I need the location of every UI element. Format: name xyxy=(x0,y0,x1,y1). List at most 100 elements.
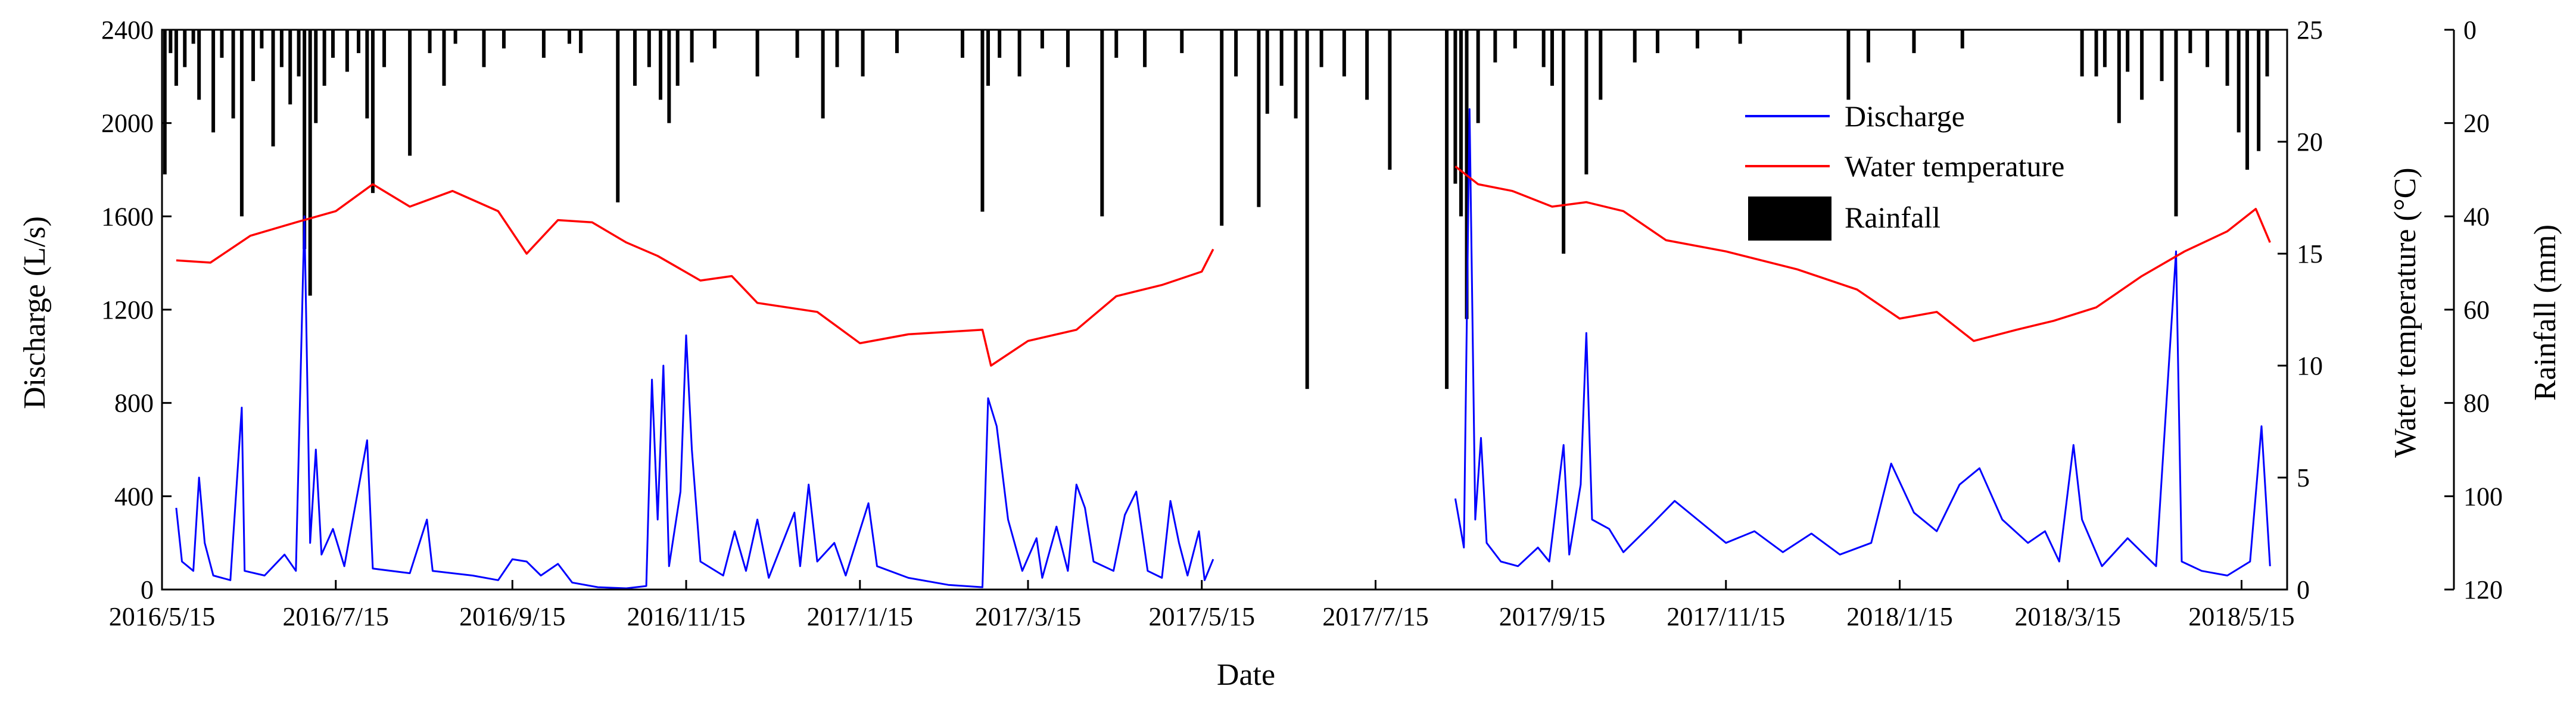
y-axis-title-temperature: Water temperature (°C) xyxy=(2388,167,2422,457)
y-tick-label-temperature: 0 xyxy=(2297,575,2310,604)
rainfall-bar xyxy=(408,30,412,156)
x-tick-label: 2018/3/15 xyxy=(2014,602,2120,631)
rainfall-bar xyxy=(1100,30,1104,217)
rainfall-bar xyxy=(482,30,486,67)
rainfall-bar xyxy=(174,30,178,86)
y-tick-label-discharge: 1200 xyxy=(101,295,154,325)
rainfall-bar xyxy=(211,30,216,133)
rainfall-bar xyxy=(2094,30,2098,77)
rainfall-bar xyxy=(279,30,284,67)
legend-label-temperature: Water temperature xyxy=(1845,149,2064,183)
y-tick-label-temperature: 15 xyxy=(2297,239,2323,269)
rainfall-bar xyxy=(1305,30,1309,389)
rainfall-bar xyxy=(567,30,571,44)
rainfall-bar xyxy=(191,30,195,44)
rainfall-bar xyxy=(1265,30,1269,114)
rainfall-bar xyxy=(658,30,662,100)
rainfall-bar xyxy=(1257,30,1261,207)
x-tick-label: 2017/9/15 xyxy=(1499,602,1605,631)
rainfall-bar xyxy=(1114,30,1119,58)
rainfall-bar xyxy=(260,30,264,49)
rainfall-bar xyxy=(1550,30,1555,86)
rainfall-bar xyxy=(1294,30,1298,118)
rainfall-bar xyxy=(220,30,224,58)
y-tick-label-temperature: 20 xyxy=(2297,127,2323,157)
rainfall-bar xyxy=(2206,30,2210,67)
rainfall-bar xyxy=(1017,30,1021,77)
y-tick-label-rainfall: 40 xyxy=(2463,202,2490,231)
y-tick-label-rainfall: 20 xyxy=(2463,109,2490,138)
rainfall-bar xyxy=(308,30,312,296)
rainfall-bar xyxy=(1866,30,1870,63)
y-tick-label-rainfall: 120 xyxy=(2463,575,2503,604)
discharge-line xyxy=(1454,108,2271,576)
rainfall-bar xyxy=(271,30,275,146)
rainfall-bar xyxy=(2117,30,2121,123)
rainfall-bar xyxy=(1633,30,1637,63)
rainfall-bar xyxy=(382,30,387,67)
x-tick-label: 2016/7/15 xyxy=(283,602,389,631)
rainfall-bar xyxy=(2265,30,2269,77)
rainfall-bar xyxy=(442,30,446,86)
rainfall-bar xyxy=(998,30,1002,58)
rainfall-bar xyxy=(2237,30,2241,133)
rainfall-bar xyxy=(357,30,361,54)
rainfall-bar xyxy=(541,30,546,58)
rainfall-bar xyxy=(1695,30,1699,49)
rainfall-bar xyxy=(1960,30,1964,49)
rainfall-bar xyxy=(1655,30,1659,54)
y-tick-label-discharge: 800 xyxy=(114,389,154,418)
x-tick-label: 2017/7/15 xyxy=(1322,602,1428,631)
rainfall-bar xyxy=(633,30,637,86)
rainfall-bar xyxy=(579,30,583,54)
discharge-series xyxy=(175,108,2271,590)
legend-swatch-rainfall xyxy=(1748,197,1831,241)
y-tick-label-temperature: 10 xyxy=(2297,351,2323,381)
rainfall-bar xyxy=(1459,30,1463,217)
y-tick-label-temperature: 25 xyxy=(2297,15,2323,45)
y-tick-label-rainfall: 80 xyxy=(2463,389,2490,418)
rainfall-bar xyxy=(2225,30,2229,86)
y-tick-label-discharge: 0 xyxy=(141,575,154,604)
discharge-line xyxy=(175,215,1214,590)
rainfall-bar xyxy=(675,30,680,86)
rainfall-bar xyxy=(2188,30,2192,54)
rainfall-bar xyxy=(1445,30,1449,389)
x-tick-label: 2016/5/15 xyxy=(109,602,215,631)
rainfall-bar xyxy=(2102,30,2107,67)
rainfall-bar xyxy=(1599,30,1603,100)
y-tick-label-rainfall: 100 xyxy=(2463,482,2503,511)
axes: 2016/5/15 2016/7/15 2016/9/15 2016/11/15 201… xyxy=(101,15,2503,631)
rainfall-bar xyxy=(314,30,318,123)
legend: Discharge Water temperature Rainfall xyxy=(1745,99,2064,241)
rainfall-bar xyxy=(1738,30,1742,44)
x-tick-label: 2018/1/15 xyxy=(1846,602,1952,631)
y-tick-label-discharge: 2400 xyxy=(101,15,154,45)
rainfall-bar xyxy=(297,30,301,77)
rainfall-bar xyxy=(1234,30,1238,77)
rainfall-bar xyxy=(795,30,799,58)
rainfall-bar xyxy=(1143,30,1147,67)
y-tick-label-rainfall: 0 xyxy=(2463,15,2477,45)
y-tick-label-discharge: 400 xyxy=(114,482,154,511)
x-tick-label: 2017/1/15 xyxy=(807,602,913,631)
rainfall-bar xyxy=(1912,30,1916,54)
temperature-series xyxy=(176,166,2271,367)
rainfall-bar xyxy=(251,30,256,82)
rainfall-bar xyxy=(1342,30,1346,77)
rainfall-bar xyxy=(428,30,432,54)
rainfall-bar xyxy=(2245,30,2250,170)
rainfall-bar xyxy=(2080,30,2084,77)
rainfall-bar xyxy=(1319,30,1323,67)
rainfall-bar xyxy=(667,30,671,123)
rainfall-bar xyxy=(1040,30,1044,49)
rainfall-bar xyxy=(1220,30,1224,226)
y-tick-label-discharge: 2000 xyxy=(101,109,154,138)
rainfall-bar xyxy=(960,30,964,58)
rainfall-bar xyxy=(231,30,235,118)
rainfall-bar xyxy=(303,30,307,250)
rainfall-bar xyxy=(502,30,506,49)
rainfall-bar xyxy=(163,30,167,174)
x-tick-label: 2016/9/15 xyxy=(459,602,565,631)
